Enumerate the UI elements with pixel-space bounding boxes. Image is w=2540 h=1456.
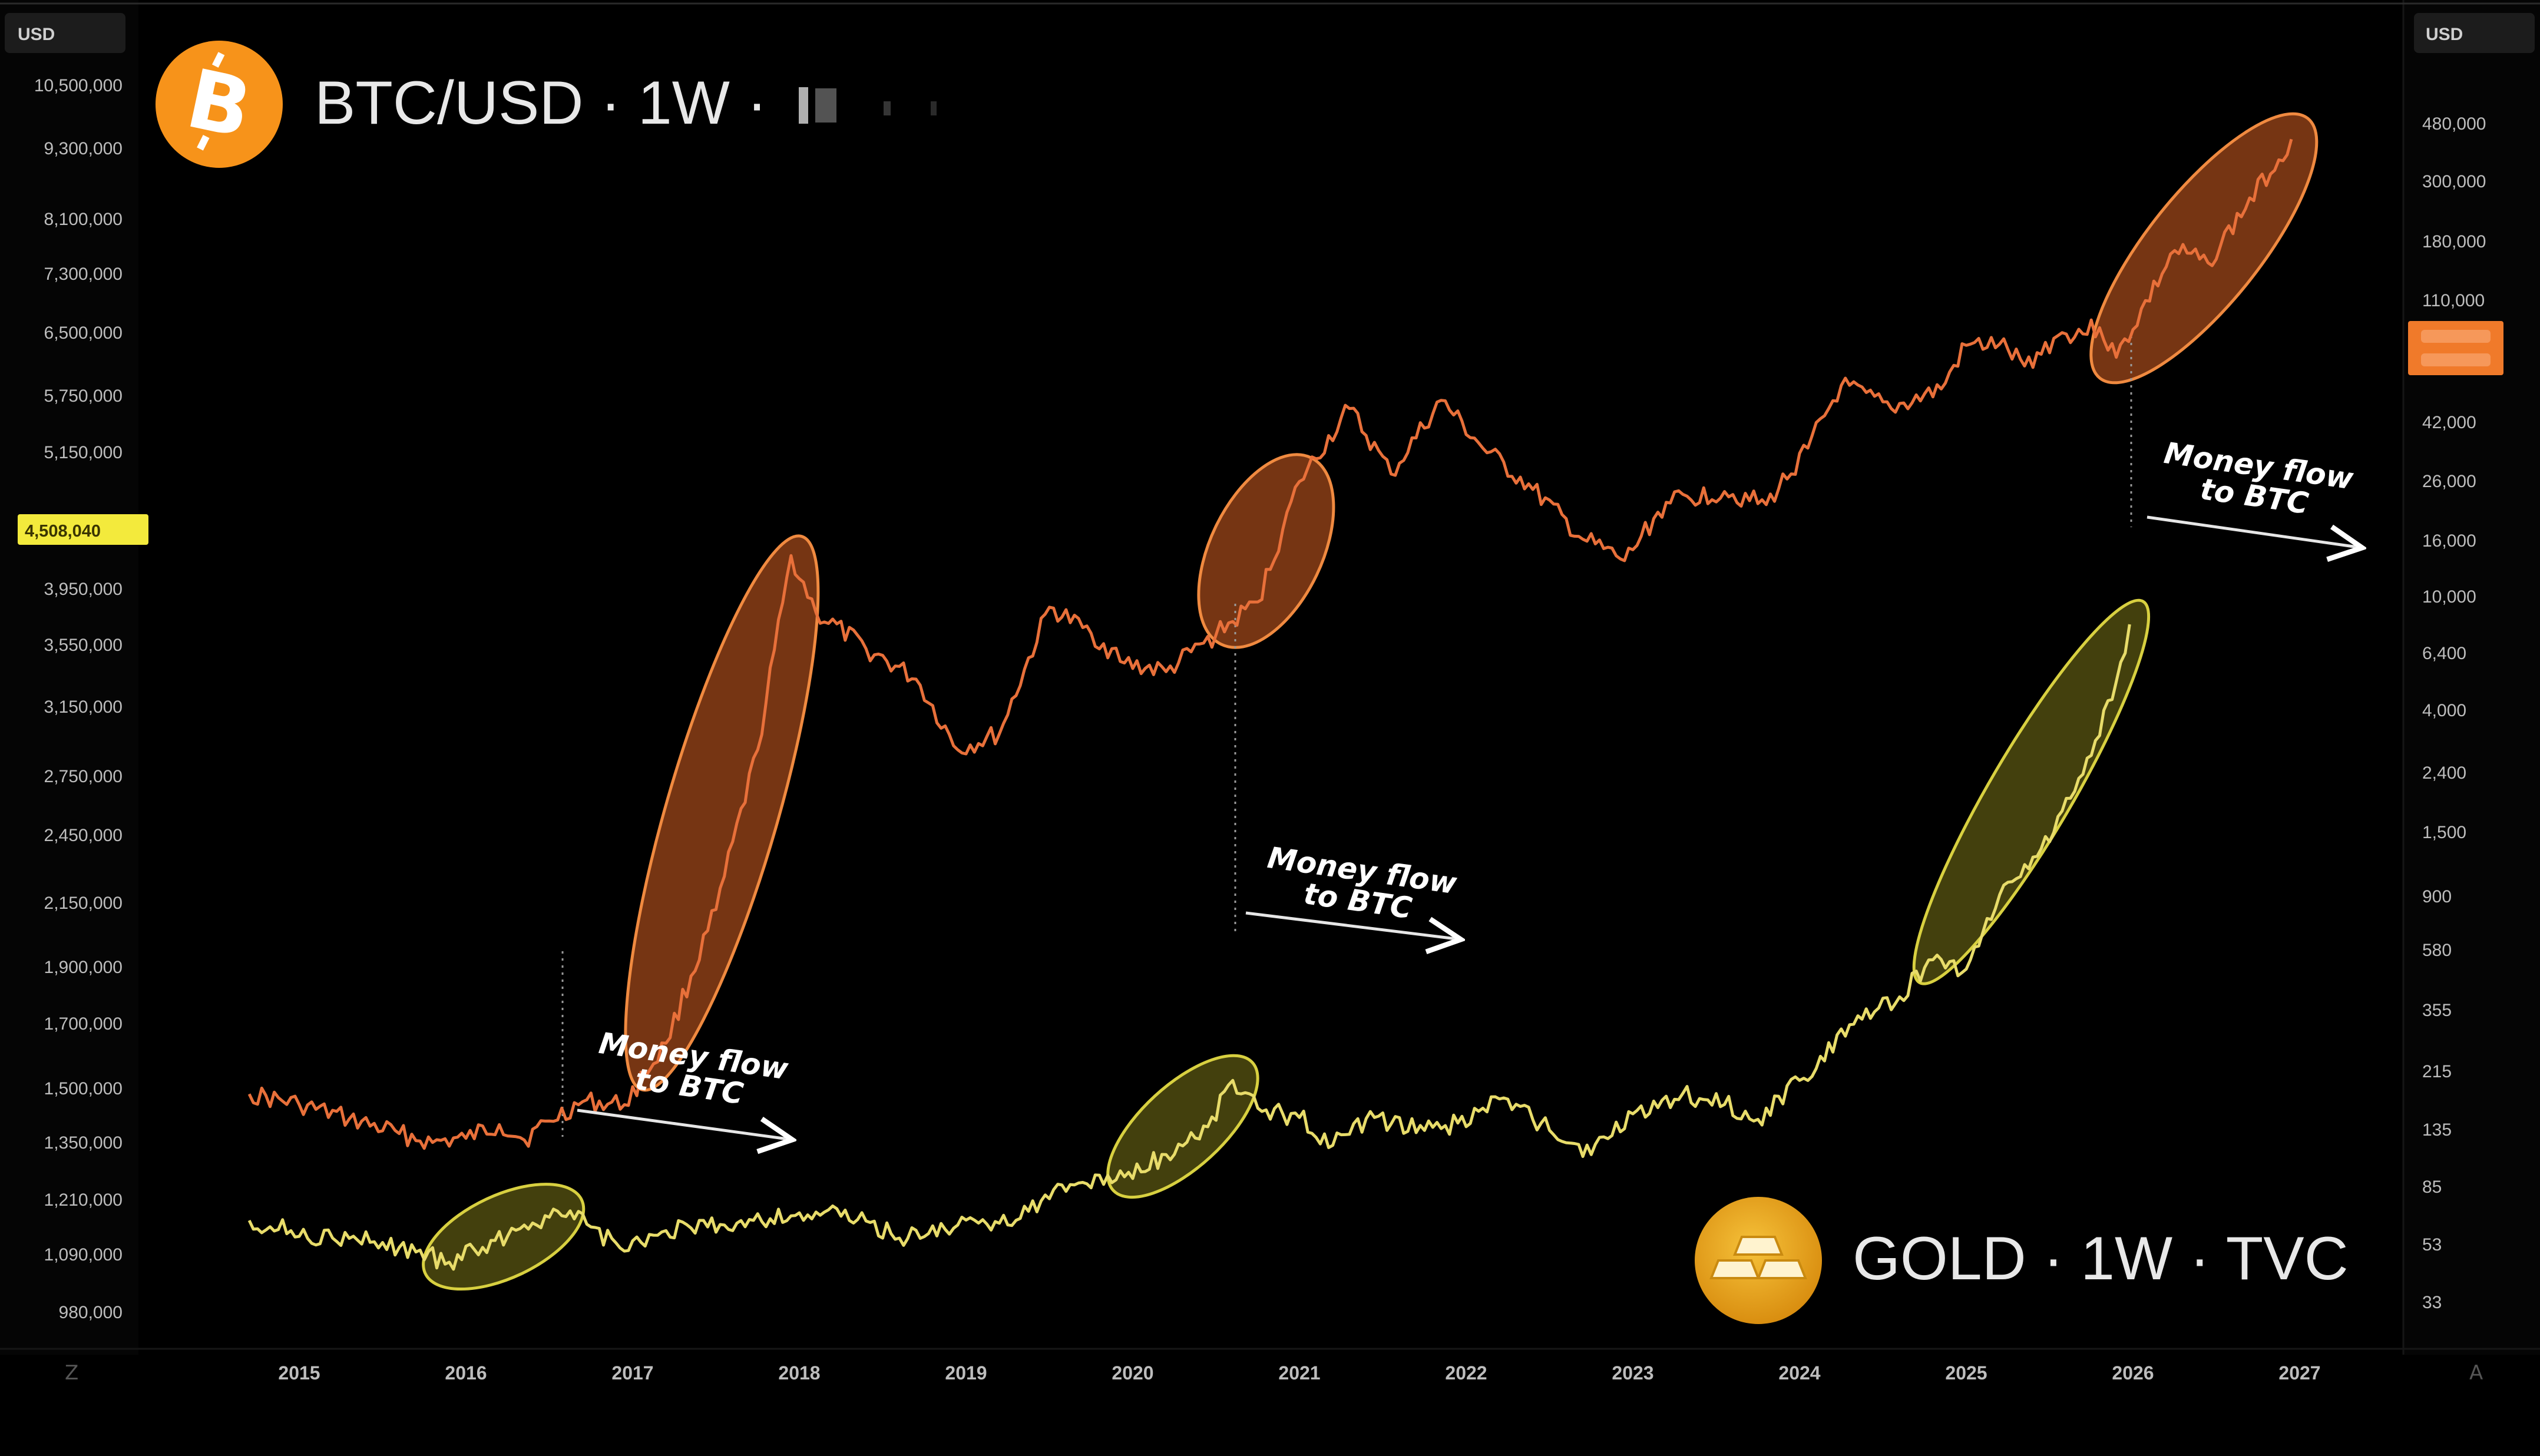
highlight-ellipse-btc-2 xyxy=(2089,112,2319,385)
left-axis-tick-label: 2,750,000 xyxy=(44,767,123,786)
right-axis-ticks: 480,000 300,000 180,000 110,000 42,000 26,000… xyxy=(2422,114,2486,1312)
left-axis-tick-label: 2,450,000 xyxy=(44,826,123,845)
gold-bars-icon xyxy=(1695,1197,1822,1324)
left-axis-ticks: 10,500,000 9,300,000 8,100,000 7,300,000 6,5… xyxy=(34,76,123,1322)
right-last-price-tag-blur-1 xyxy=(2421,330,2491,343)
corner-right-glyph[interactable]: A xyxy=(2469,1361,2483,1385)
annotation-2-arrow xyxy=(1245,911,1461,939)
right-axis-panel[interactable] xyxy=(2403,0,2540,1355)
btc-exchange-redacted-mark-4 xyxy=(931,101,937,115)
x-axis-tick-label: 2019 xyxy=(945,1362,987,1384)
gold-series-line xyxy=(247,624,2131,1271)
gold-bars-glyph xyxy=(1709,1236,1807,1279)
left-axis-tick-label: 1,900,000 xyxy=(44,958,123,977)
right-axis-tick-label: 1,500 xyxy=(2422,823,2466,842)
left-axis-tick-label: 5,750,000 xyxy=(44,386,123,406)
left-axis-tick-label: 2,150,000 xyxy=(44,894,123,913)
right-axis-tick-label: 16,000 xyxy=(2422,531,2476,551)
right-axis-tick-label: 10,000 xyxy=(2422,587,2476,607)
x-axis-tick-label: 2026 xyxy=(2112,1362,2154,1384)
annotation-1-arrow xyxy=(577,1108,792,1140)
left-price-tag xyxy=(18,514,148,545)
left-currency-label: USD xyxy=(18,25,55,44)
btc-usd-series-line xyxy=(247,138,2293,1150)
right-axis-tick-label: 300,000 xyxy=(2422,172,2486,191)
right-currency-label: USD xyxy=(2426,25,2463,44)
x-axis-tick-label: 2021 xyxy=(1278,1362,1320,1384)
bitcoin-logo-stroke-top xyxy=(211,52,225,68)
btc-header[interactable]: B BTC/USD · 1W · xyxy=(156,41,942,168)
x-axis-tick-label: 2023 xyxy=(1612,1362,1653,1384)
right-axis-tick-label: 110,000 xyxy=(2422,291,2485,310)
right-axis-tick-label: 135 xyxy=(2422,1120,2452,1140)
right-axis-tick-label: 2,400 xyxy=(2422,763,2466,783)
right-axis-tick-label: 85 xyxy=(2422,1177,2442,1197)
right-axis-tick-label: 480,000 xyxy=(2422,114,2486,134)
left-axis-tick-label: 1,090,000 xyxy=(44,1245,123,1265)
right-axis-tick-label: 215 xyxy=(2422,1062,2452,1081)
right-axis-tick-label: 33 xyxy=(2422,1293,2442,1312)
highlight-ellipse-gold-3 xyxy=(422,1183,586,1291)
highlight-ellipse-gold-5 xyxy=(1912,598,2151,985)
right-axis-tick-label: 53 xyxy=(2422,1235,2442,1255)
left-axis-tick-label: 6,500,000 xyxy=(44,323,123,343)
btc-exchange-redacted-mark-2 xyxy=(815,88,836,123)
bitcoin-logo-icon xyxy=(156,41,283,168)
left-axis-tick-label: 7,300,000 xyxy=(44,264,123,284)
annotation-3-arrow xyxy=(2147,515,2362,548)
right-currency-box[interactable] xyxy=(2414,13,2535,53)
right-axis-tick-label: 355 xyxy=(2422,1001,2452,1020)
dotted-connectors xyxy=(561,336,2132,1137)
left-axis-tick-label: 1,500,000 xyxy=(44,1079,123,1098)
corner-left-glyph[interactable]: Z xyxy=(65,1361,78,1385)
bitcoin-logo-stroke-bottom xyxy=(197,134,210,151)
right-axis-tick-label: 6,400 xyxy=(2422,644,2466,663)
x-axis-tick-label: 2025 xyxy=(1945,1362,1987,1384)
right-axis-tick-label: 900 xyxy=(2422,887,2452,906)
left-axis-tick-label: 5,150,000 xyxy=(44,443,123,462)
btc-exchange-redacted-mark-1 xyxy=(799,87,808,124)
left-axis-tick-label: 980,000 xyxy=(59,1303,123,1322)
left-axis-tick-label: 1,350,000 xyxy=(44,1133,123,1153)
left-currency-box[interactable] xyxy=(5,13,125,53)
left-axis-tick-label: 3,950,000 xyxy=(44,580,123,599)
right-axis-tick-label: 42,000 xyxy=(2422,413,2476,432)
left-axis-tick-label: 10,500,000 xyxy=(34,76,123,95)
gold-symbol-title: GOLD · 1W · TVC xyxy=(1853,1225,2349,1293)
x-axis-tick-label: 2015 xyxy=(278,1362,320,1384)
highlight-ellipse-gold-4 xyxy=(1106,1054,1259,1199)
x-axis-tick-label: 2024 xyxy=(1778,1362,1820,1384)
x-axis-ticks: 2015 2016 2017 2018 2019 2020 2021 2022 2023 2024… xyxy=(278,1362,2320,1384)
x-axis-tick-label: 2017 xyxy=(611,1362,653,1384)
left-axis-tick-label: 3,150,000 xyxy=(44,697,123,717)
right-axis-tick-label: 580 xyxy=(2422,941,2452,960)
right-axis-tick-label: 26,000 xyxy=(2422,472,2476,491)
left-price-tag-label: 4,508,040 xyxy=(25,522,101,541)
x-axis-tick-label: 2022 xyxy=(1445,1362,1487,1384)
left-axis-tick-label: 3,550,000 xyxy=(44,636,123,655)
right-last-price-tag xyxy=(2408,321,2503,375)
btc-symbol-title: BTC/USD · 1W · xyxy=(315,69,767,137)
left-axis-tick-label: 8,100,000 xyxy=(44,210,123,229)
left-axis-tick-label: 1,210,000 xyxy=(44,1190,123,1210)
right-last-price-tag-blur-2 xyxy=(2421,353,2491,366)
right-axis-tick-label: 180,000 xyxy=(2422,232,2486,252)
btc-exchange-redacted-mark-3 xyxy=(884,101,891,115)
x-axis-tick-label: 2018 xyxy=(778,1362,820,1384)
left-axis-panel[interactable] xyxy=(0,0,138,1355)
left-axis-tick-label: 9,300,000 xyxy=(44,139,123,158)
x-axis-tick-label: 2020 xyxy=(1112,1362,1153,1384)
gold-header[interactable]: GOLD · 1W · TVC xyxy=(1695,1197,2349,1324)
x-axis-tick-label: 2027 xyxy=(2278,1362,2320,1384)
left-axis-tick-label: 1,700,000 xyxy=(44,1014,123,1034)
right-axis-tick-label: 4,000 xyxy=(2422,701,2466,720)
x-axis-tick-label: 2016 xyxy=(445,1362,487,1384)
